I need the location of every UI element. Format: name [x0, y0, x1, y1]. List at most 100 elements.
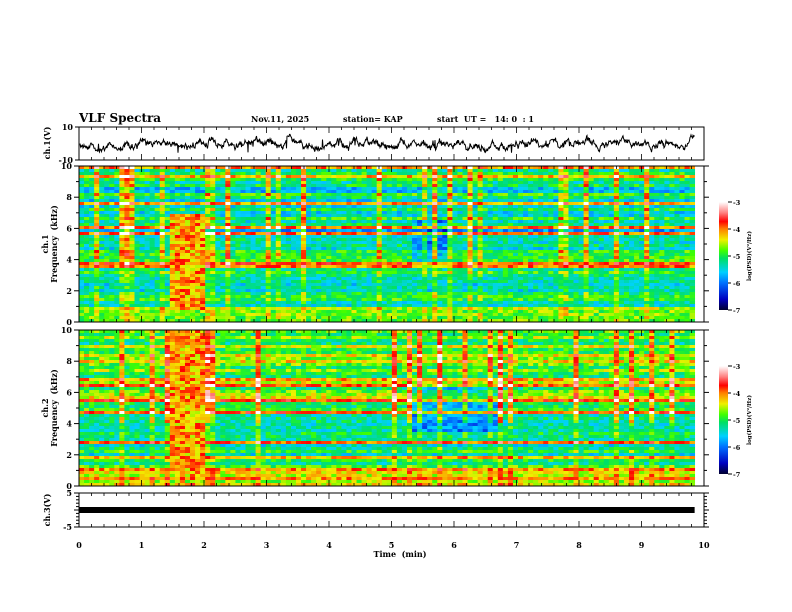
ch1-spectrogram-cell	[401, 202, 408, 206]
ch1-spectrogram-cell	[351, 175, 357, 179]
ch1-spectrogram-cell	[437, 223, 443, 227]
ch1-spectrogram-cell	[518, 319, 524, 323]
ch1-spectrogram-cell	[200, 274, 206, 278]
ch1-spectrogram-cell	[356, 256, 362, 260]
ch1-spectrogram-cell	[558, 178, 564, 182]
ch1-spectrogram-cell	[275, 259, 282, 263]
ch1-spectrogram-cell	[215, 259, 221, 263]
ch1-spectrogram-cell	[174, 223, 181, 227]
ch1-spectrogram-cell	[235, 241, 241, 245]
ch1-spectrogram-cell	[457, 169, 463, 173]
ch1-spectrogram-cell	[543, 283, 549, 287]
ch1-spectrogram-cell	[270, 268, 277, 272]
ch1-spectrogram-cell	[376, 310, 383, 314]
ch1-spectrogram-cell	[502, 247, 509, 251]
ch1-spectrogram-cell	[210, 298, 216, 302]
ch1-spectrogram-cell	[401, 238, 408, 242]
ch1-spectrogram-cell	[381, 238, 388, 242]
ch1-spectrogram-cell	[89, 310, 95, 314]
ch1-spectrogram-cell	[502, 205, 509, 209]
ch1-spectrogram-cell	[467, 181, 473, 185]
ch1-spectrogram-cell	[472, 181, 479, 185]
ch1-spectrogram-cell	[89, 292, 95, 296]
ch1-spectrogram-cell	[326, 241, 332, 245]
ch1-spectrogram-cell	[462, 307, 468, 311]
ch1-spectrogram-cell	[543, 181, 549, 185]
ch1-spectrogram-cell	[245, 196, 251, 200]
ch1-spectrogram-cell	[507, 265, 514, 269]
ch1-spectrogram-cell	[119, 232, 125, 236]
ch1-spectrogram-cell	[84, 319, 90, 323]
ch1-spectrogram-cell	[164, 271, 171, 275]
ch1-spectrogram-cell	[507, 229, 514, 233]
ch1-spectrogram-cell	[79, 313, 85, 317]
ch1-spectrogram-cell	[336, 295, 342, 299]
ch1-spectrogram-cell	[346, 208, 352, 212]
ch1-spectrogram-cell	[129, 181, 135, 185]
ch1-spectrogram-cell	[401, 292, 408, 296]
ch1-spectrogram-cell	[84, 172, 90, 176]
ch1-spectrogram-cell	[255, 178, 262, 182]
ch1-spectrogram-cell	[331, 175, 337, 179]
ch1-spectrogram-cell	[386, 175, 393, 179]
ch1-spectrogram-cell	[507, 172, 514, 176]
ch1-spectrogram-cell	[452, 238, 458, 242]
ch1-spectrogram-cell	[200, 172, 206, 176]
ch1-spectrogram-cell	[432, 229, 438, 233]
ch1-spectrogram-cell	[336, 199, 342, 203]
ch1-spectrogram-cell	[174, 286, 181, 290]
ch1-spectrogram-cell	[518, 292, 524, 296]
ch1-spectrogram-cell	[467, 232, 473, 236]
ch1-spectrogram-cell	[321, 235, 327, 239]
ch1-spectrogram-cell	[240, 256, 246, 260]
ch1-spectrogram-cell	[412, 223, 418, 227]
ch1-spectrogram-cell	[452, 226, 458, 230]
ch1-waveform-line	[79, 133, 695, 154]
ch1-spectrogram-cell	[548, 181, 554, 185]
ch1-spectrogram-cell	[523, 295, 529, 299]
ch1-spectrogram-cell	[311, 238, 317, 242]
ch1-spectrogram-cell	[139, 262, 145, 266]
ch1-spectrogram-cell	[482, 310, 489, 314]
ch1-spectrogram-cell	[144, 199, 151, 203]
ch1-spectrogram-cell	[149, 181, 156, 185]
ch1-spectrogram-cell	[94, 256, 100, 260]
ch1-spectrogram-cell	[391, 169, 398, 173]
ch1-spectrogram-cell	[502, 256, 509, 260]
ch1-spectrogram-cell	[164, 187, 171, 191]
ch1-spectrogram-cell	[356, 289, 362, 293]
ch1-spectrogram-cell	[285, 229, 292, 233]
ch1-spectrogram-cell	[200, 202, 206, 206]
ch1-spectrogram-cell	[472, 283, 479, 287]
ch1-spectrogram-cell	[124, 166, 130, 170]
ch1-spectrogram-cell	[129, 250, 135, 254]
ch1-spectrogram-cell	[159, 319, 166, 323]
ch1-spectrogram-cell	[376, 187, 383, 191]
ch1-spectrogram-cell	[412, 313, 418, 317]
ch1-spectrogram-cell	[265, 238, 272, 242]
ch1-spectrogram-cell	[154, 241, 161, 245]
ch1-spectrogram-cell	[442, 175, 448, 179]
ch1-spectrogram-cell	[154, 295, 161, 299]
ch1-spectrogram-cell	[149, 175, 156, 179]
ch1-spectrogram-cell	[512, 205, 519, 209]
ch1-spectrogram-cell	[502, 304, 509, 308]
ch1-spectrogram-cell	[195, 217, 201, 221]
ch1-spectrogram-cell	[518, 235, 524, 239]
ch1-spectrogram-cell	[280, 280, 287, 284]
ch1-spectrogram-cell	[245, 253, 251, 257]
ch1-spectrogram-cell	[230, 259, 236, 263]
ch1-spectrogram-cell	[326, 280, 332, 284]
ch1-spectrogram-cell	[220, 247, 226, 251]
ch1-spectrogram-cell	[210, 175, 216, 179]
ch1-spectrogram-cell	[427, 265, 433, 269]
ch1-spectrogram-cell	[346, 205, 352, 209]
ch1-spectrogram-cell	[200, 262, 206, 266]
ch1-spectrogram-cell	[502, 184, 509, 188]
ch1-spectrogram-cell	[190, 262, 196, 266]
ch1-spectrogram-cell	[94, 187, 100, 191]
ch1-spectrogram-cell	[260, 217, 267, 221]
ch1-spectrogram-cell	[109, 298, 115, 302]
ch1-spectrogram-cell	[285, 235, 292, 239]
ch1-spectrogram-cell	[84, 205, 90, 209]
